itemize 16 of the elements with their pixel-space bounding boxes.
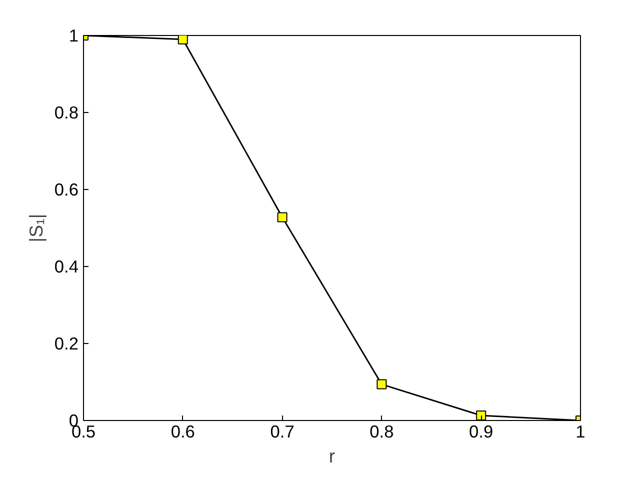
x-tick-label: 0.9 — [469, 422, 494, 442]
y-tick-label: 0.4 — [54, 256, 79, 276]
x-tick-label: 0.6 — [170, 422, 195, 442]
point — [178, 36, 188, 44]
point — [476, 410, 486, 420]
point — [277, 212, 288, 222]
y-tick-label: 0.2 — [54, 334, 79, 354]
x-tick-label: 0.8 — [370, 422, 394, 442]
x-tick-label: 0.7 — [270, 422, 294, 442]
x-tick-label: 1 — [576, 422, 586, 442]
y-tick-label: 0.6 — [54, 180, 79, 200]
x-axis-title: r — [328, 446, 336, 466]
point — [376, 379, 387, 390]
y-tick-label: 0.8 — [54, 102, 79, 122]
y-tick-label: 1 — [68, 26, 79, 46]
y-axis-title: |S₁| — [25, 214, 46, 242]
